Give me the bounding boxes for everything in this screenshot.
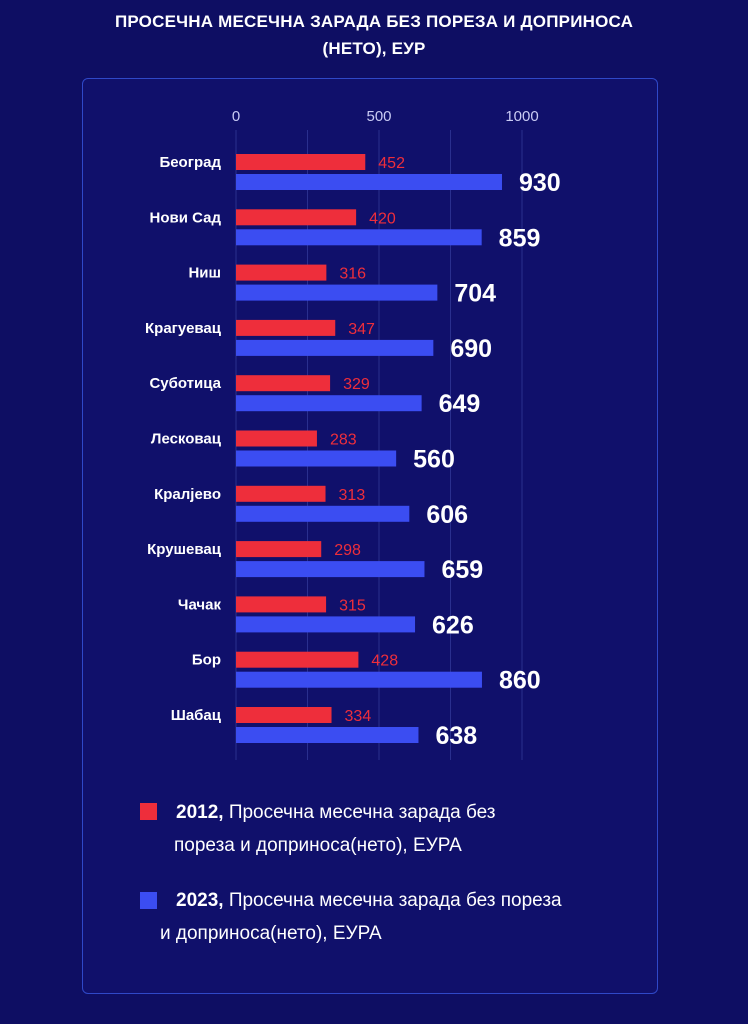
legend-text-2012: Просечна месечна зарада без	[228, 802, 496, 823]
legend-text-2023: Просечна месечна зарада без пореза	[228, 890, 562, 911]
category-label: Шабац	[171, 707, 222, 724]
data-label-2023: 860	[499, 667, 541, 695]
bar-2023	[236, 671, 482, 688]
bar-2023	[236, 339, 434, 356]
bar-2012	[236, 651, 359, 668]
legend-year-2023: 2023,	[176, 890, 224, 911]
category-label: Ниш	[188, 265, 221, 282]
data-label-2012: 298	[334, 542, 361, 559]
data-label-2012: 316	[339, 266, 366, 283]
category-label: Суботица	[149, 375, 221, 392]
bar-2012	[236, 541, 322, 558]
bar-2023	[236, 561, 425, 578]
bar-2023	[236, 727, 419, 743]
x-tick-label: 500	[366, 108, 391, 125]
bar-2023	[236, 395, 422, 412]
data-label-2012: 420	[369, 210, 396, 227]
bar-2012	[236, 707, 332, 723]
category-label: Београд	[159, 154, 221, 171]
bar-2023	[236, 229, 482, 246]
bar-2012	[236, 596, 327, 613]
data-label-2023: 659	[441, 556, 483, 584]
category-label: Крушевац	[147, 541, 222, 558]
data-label-2023: 560	[413, 446, 455, 474]
data-label-2023: 606	[426, 501, 468, 529]
legend-text2-2023: и доприноса(нето), ЕУРА	[160, 923, 382, 944]
data-label-2012: 347	[348, 321, 375, 338]
legend-line-1: 2012, Просечна месечна зарада без	[148, 796, 648, 829]
bar-2023	[236, 616, 416, 633]
data-label-2023: 704	[454, 280, 496, 308]
category-label: Чачак	[178, 596, 222, 613]
legend-item-2012: 2012, Просечна месечна зарада без пореза…	[148, 796, 648, 862]
bar-2023	[236, 284, 438, 301]
data-label-2012: 283	[330, 432, 357, 449]
legend-line-1: 2023, Просечна месечна зарада без пореза	[148, 884, 648, 917]
bar-2012	[236, 430, 317, 447]
category-label: Нови Сад	[150, 209, 222, 226]
legend-item-2023: 2023, Просечна месечна зарада без пореза…	[148, 884, 648, 950]
data-label-2012: 315	[339, 597, 366, 614]
data-label-2012: 428	[371, 653, 398, 670]
bar-2012	[236, 154, 366, 170]
data-label-2012: 452	[378, 155, 405, 172]
data-label-2023: 649	[439, 390, 481, 418]
bar-2012	[236, 264, 327, 281]
chart-title-line1: ПРОСЕЧНА МЕСЕЧНА ЗАРАДА БЕЗ ПОРЕЗА И ДОП…	[114, 12, 634, 31]
bar-2023	[236, 174, 502, 190]
legend-text2-2012: пореза и доприноса(нето), ЕУРА	[174, 835, 462, 856]
bar-2023	[236, 505, 410, 522]
data-label-2012: 313	[339, 487, 366, 504]
data-label-2023: 626	[432, 611, 474, 639]
category-label: Лесковац	[151, 431, 222, 448]
legend-swatch-2012	[140, 803, 157, 820]
data-label-2023: 638	[435, 722, 477, 750]
bar-2023	[236, 450, 397, 467]
category-label: Бор	[192, 652, 221, 669]
category-label: Кралјево	[154, 486, 221, 503]
data-label-2012: 329	[343, 376, 370, 393]
bar-2012	[236, 485, 326, 502]
chart-title: ПРОСЕЧНА МЕСЕЧНА ЗАРАДА БЕЗ ПОРЕЗА И ДОП…	[0, 8, 748, 62]
data-label-2012: 334	[345, 708, 372, 725]
bar-2012	[236, 209, 357, 226]
x-tick-label: 0	[232, 108, 240, 125]
bar-2012	[236, 319, 336, 336]
data-label-2023: 859	[499, 224, 541, 252]
data-label-2023: 690	[450, 335, 492, 363]
legend-line-2: пореза и доприноса(нето), ЕУРА	[148, 829, 648, 862]
data-label-2023: 930	[519, 169, 561, 197]
legend-swatch-2023	[140, 892, 157, 909]
category-label: Крагуевац	[145, 320, 222, 337]
legend-year-2012: 2012,	[176, 802, 224, 823]
bar-2012	[236, 375, 331, 392]
x-tick-label: 1000	[505, 108, 538, 125]
legend-line-2: и доприноса(нето), ЕУРА	[148, 917, 648, 950]
chart-title-line2: (НЕТО), ЕУР	[322, 39, 426, 58]
